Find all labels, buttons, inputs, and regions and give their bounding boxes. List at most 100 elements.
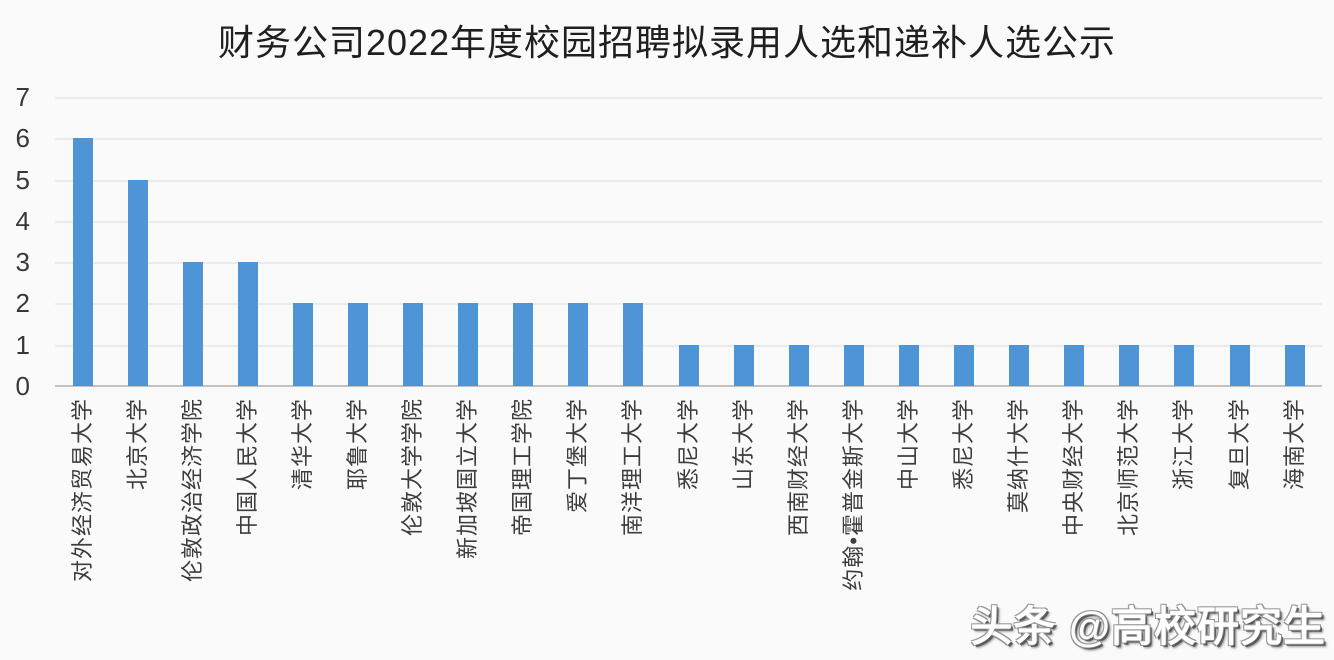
- x-category-label: 对外经济贸易大学: [69, 398, 95, 583]
- bar: [127, 179, 148, 386]
- bar-slot: [55, 97, 110, 386]
- bar-slot: [496, 97, 551, 386]
- x-category-label: 悉尼大学: [675, 398, 701, 491]
- x-category-label: 山东大学: [730, 398, 756, 491]
- bar-slot: [165, 97, 220, 386]
- x-label-slot: 对外经济贸易大学: [55, 392, 110, 660]
- bar-slot: [275, 97, 330, 386]
- bar-slot: [771, 97, 826, 386]
- gridline: [55, 262, 1322, 264]
- x-category-label: 莫纳什大学: [1006, 398, 1032, 514]
- y-tick-label: 7: [15, 82, 30, 112]
- x-category-label: 约翰•霍普金斯大学: [840, 398, 866, 591]
- y-tick-label: 2: [15, 288, 30, 319]
- bar-slot: [551, 97, 606, 386]
- y-tick-label: 4: [15, 205, 30, 236]
- bar: [513, 303, 534, 386]
- plot-area: [55, 97, 1322, 387]
- x-label-slot: 约翰•霍普金斯大学: [826, 392, 881, 660]
- bar: [458, 303, 479, 386]
- bar-slot: [386, 97, 441, 386]
- x-category-label: 悉尼大学: [951, 398, 977, 491]
- gridline: [55, 303, 1322, 305]
- x-category-label: 伦敦大学学院: [400, 398, 426, 537]
- x-category-label: 南洋理工大学: [620, 398, 646, 537]
- x-label-slot: 西南财经大学: [771, 392, 826, 660]
- bar: [898, 344, 919, 386]
- bar-slot: [1267, 97, 1322, 386]
- x-category-label: 中山大学: [895, 398, 921, 491]
- gridline: [55, 221, 1322, 223]
- bar-slot: [330, 97, 385, 386]
- bar: [1064, 344, 1085, 386]
- bar-slot: [992, 97, 1047, 386]
- bar: [292, 303, 313, 386]
- bar: [733, 344, 754, 386]
- x-category-label: 清华大学: [289, 398, 315, 491]
- x-category-label: 爱丁堡大学: [565, 398, 591, 514]
- x-category-label: 北京大学: [124, 398, 150, 491]
- y-axis-tick-labels: 0 1 2 3 4 5 6 7: [0, 84, 34, 399]
- bar: [788, 344, 809, 386]
- x-label-slot: 伦敦政治经济学院: [165, 392, 220, 660]
- watermark: 头条 @高校研究生: [970, 603, 1326, 650]
- bar-slot: [661, 97, 716, 386]
- y-tick-label: 5: [15, 164, 30, 195]
- x-label-slot: 耶鲁大学: [330, 392, 385, 660]
- gridline: [55, 180, 1322, 182]
- x-category-label: 中央财经大学: [1061, 398, 1087, 537]
- bar-slot: [441, 97, 496, 386]
- bar-slot: [1102, 97, 1157, 386]
- bar: [1284, 344, 1305, 386]
- x-label-slot: 中国人民大学: [220, 392, 275, 660]
- bar: [623, 303, 644, 386]
- x-label-slot: 北京大学: [110, 392, 165, 660]
- x-category-label: 西南财经大学: [785, 398, 811, 537]
- x-label-slot: 悉尼大学: [661, 392, 716, 660]
- bar-slot: [881, 97, 936, 386]
- bar-slot: [826, 97, 881, 386]
- x-label-slot: 爱丁堡大学: [551, 392, 606, 660]
- x-category-label: 复旦大学: [1226, 398, 1252, 491]
- x-label-slot: 中山大学: [881, 392, 936, 660]
- bar: [182, 262, 203, 386]
- bar: [1119, 344, 1140, 386]
- bar: [678, 344, 699, 386]
- gridline: [55, 138, 1322, 140]
- x-category-label: 帝国理工学院: [510, 398, 536, 537]
- y-tick-label: 3: [15, 247, 30, 278]
- x-label-slot: 南洋理工大学: [606, 392, 661, 660]
- x-category-label: 耶鲁大学: [345, 398, 371, 491]
- x-category-label: 海南大学: [1281, 398, 1307, 491]
- chart-title: 财务公司2022年度校园招聘拟录用人选和递补人选公示: [217, 22, 1117, 63]
- y-tick-label: 1: [15, 329, 30, 360]
- bar: [72, 138, 93, 386]
- x-category-label: 新加坡国立大学: [455, 398, 481, 560]
- bar-slot: [1212, 97, 1267, 386]
- x-label-slot: 新加坡国立大学: [441, 392, 496, 660]
- bar: [1009, 344, 1030, 386]
- bar: [1229, 344, 1250, 386]
- x-label-slot: 清华大学: [275, 392, 330, 660]
- bar: [568, 303, 589, 386]
- x-label-slot: 山东大学: [716, 392, 771, 660]
- bar-series: [55, 97, 1322, 386]
- bar-slot: [1157, 97, 1212, 386]
- bar-slot: [937, 97, 992, 386]
- x-category-label: 浙江大学: [1171, 398, 1197, 491]
- bar: [237, 262, 258, 386]
- bar: [348, 303, 369, 386]
- y-tick-label: 0: [15, 371, 30, 401]
- x-category-label: 北京师范大学: [1116, 398, 1142, 537]
- bar: [954, 344, 975, 386]
- bar-slot: [716, 97, 771, 386]
- y-tick-label: 6: [15, 123, 30, 154]
- x-label-slot: 伦敦大学学院: [386, 392, 441, 660]
- gridline: [55, 97, 1322, 99]
- x-label-slot: 帝国理工学院: [496, 392, 551, 660]
- x-category-label: 伦敦政治经济学院: [179, 398, 205, 583]
- bar: [843, 344, 864, 386]
- bar-slot: [1047, 97, 1102, 386]
- bar: [1174, 344, 1195, 386]
